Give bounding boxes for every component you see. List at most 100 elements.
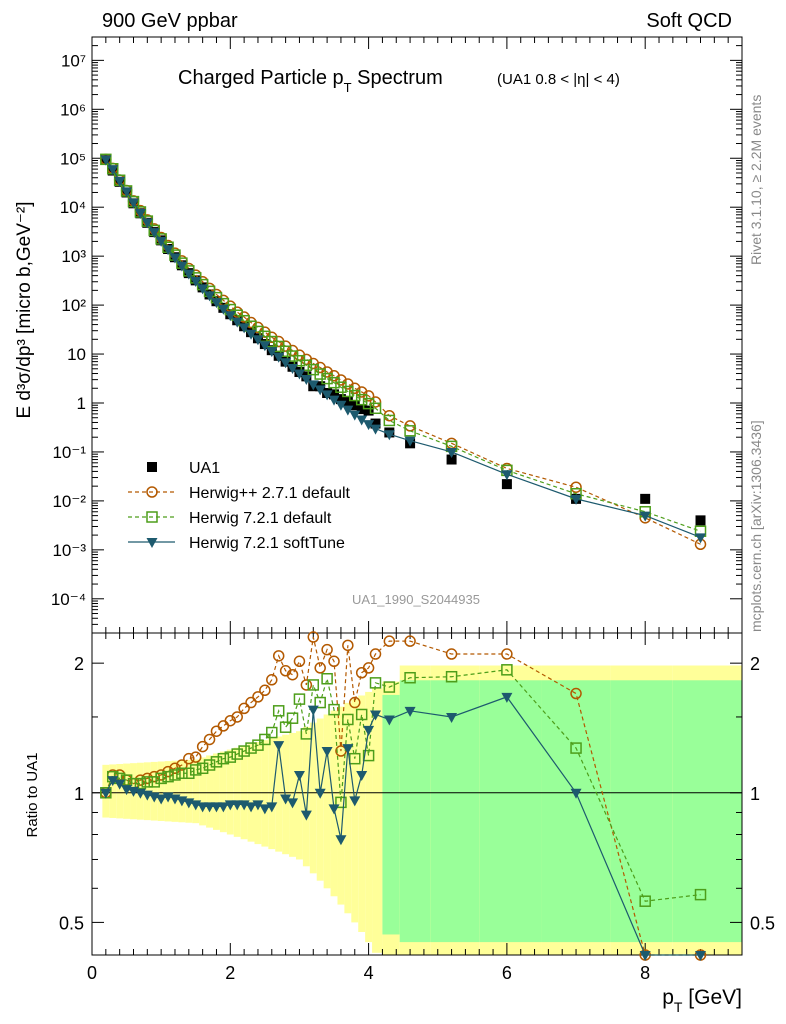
ratio-series-point: [279, 721, 292, 733]
x-tick-label: 4: [364, 963, 374, 983]
main-series-point: [356, 415, 368, 426]
ratio-series-point: [342, 713, 354, 726]
ratio-series-point: [342, 744, 354, 755]
main-series-point: [238, 323, 250, 334]
main-series-point: [335, 381, 347, 393]
ratio-series-point: [328, 655, 340, 668]
main-title-cut: (UA1 0.8 < |η| < 4): [497, 71, 620, 88]
ratio-series-point: [204, 802, 216, 813]
energy-label: 900 GeV ppbar: [102, 10, 238, 32]
ratio-band-total: [116, 763, 124, 819]
ratio-series-point: [342, 639, 354, 652]
main-title-subscript: T: [344, 80, 352, 95]
ratio-band-stat: [399, 680, 431, 943]
ratio-series-point: [404, 671, 416, 684]
ratio-series-point: [134, 777, 147, 790]
ratio-y-tick-label-right: 1: [750, 784, 760, 804]
ratio-series-point: [362, 662, 375, 674]
main-series-point: [446, 454, 457, 465]
ratio-band-stat: [672, 680, 742, 943]
ratio-series-point: [148, 776, 160, 788]
ratio-series-point: [245, 802, 257, 813]
main-series-point: [383, 414, 396, 427]
main-y-tick-label: 10³: [61, 247, 86, 266]
ratio-series-point: [287, 798, 299, 809]
ratio-series-point: [245, 696, 257, 709]
main-y-tick-label: 10⁻⁴: [51, 590, 86, 609]
x-axis-label-subscript: T: [674, 999, 683, 1015]
main-series-point: [695, 533, 707, 544]
ratio-y-tick-label: 2: [74, 654, 84, 674]
ratio-panel: Ratio to UA1 0.5 0.5 1 1 2 2 0 2 4 6 8 pT [GeV]: [24, 631, 775, 1015]
ratio-series-point: [286, 668, 299, 681]
ratio-series-point: [446, 712, 458, 723]
ratio-series-point: [217, 752, 230, 765]
main-y-ticks: 10⁻⁴ 10⁻³ 10⁻² 10⁻¹ 1 10 10² 10³ 10⁴ 10⁵ 10⁶ 10⁷: [51, 36, 742, 634]
ratio-series-point: [321, 643, 333, 656]
ratio-band-total: [309, 722, 317, 874]
ratio-series-point: [363, 725, 375, 736]
ratio-band-total: [164, 761, 172, 822]
ratio-band-total: [199, 757, 207, 826]
main-title: Charged Particle pT Spectrum: [178, 67, 443, 95]
legend: UA1 Herwig++ 2.7.1 default Herwig 7.2.1 de…: [128, 460, 351, 552]
ratio-uncertainty-bands: [102, 665, 742, 955]
ratio-series-point: [107, 776, 119, 787]
main-series-point: [100, 155, 112, 166]
main-series-point: [329, 389, 340, 400]
ratio-y-axis-label: Ratio to UA1: [24, 752, 41, 837]
ratio-series-point: [224, 714, 237, 727]
main-series-point: [349, 389, 361, 402]
main-y-axis-label: E d³σ/dp³ [micro b,GeV⁻²]: [14, 201, 35, 418]
ratio-band-total: [185, 759, 193, 823]
main-series-point: [446, 447, 458, 458]
ratio-series-point: [639, 895, 651, 907]
ratio-y-tick-label: 0.5: [59, 913, 84, 933]
main-series-point: [217, 304, 229, 315]
ratio-band-total: [316, 718, 324, 881]
ratio-series-point: [383, 715, 395, 726]
ratio-band-total: [233, 747, 241, 837]
ratio-series-point: [501, 664, 513, 676]
ratio-series-point: [196, 762, 209, 775]
main-series-point: [570, 494, 582, 505]
ratio-series-point: [176, 767, 188, 780]
ratio-series-point: [335, 745, 347, 757]
ratio-series-point: [203, 759, 216, 771]
main-series-point: [176, 261, 188, 272]
ratio-series-point: [238, 745, 250, 757]
main-series-point: [501, 470, 513, 481]
main-y-tick-label: 10⁻¹: [52, 443, 86, 462]
ratio-series-point: [445, 670, 458, 683]
ratio-band-total: [150, 761, 158, 821]
main-series-point: [363, 405, 374, 416]
ratio-series-point: [383, 635, 396, 647]
ratio-series-point: [321, 747, 333, 758]
ratio-series-point: [259, 733, 271, 746]
ratio-series-point: [189, 764, 202, 776]
ratio-series-point: [155, 772, 167, 785]
ratio-band-total: [157, 761, 165, 821]
main-series-point: [355, 393, 368, 406]
legend-label: Herwig++ 2.7.1 default: [189, 485, 351, 502]
ratio-y-tick-label: 1: [74, 784, 84, 804]
ratio-series-point: [176, 759, 188, 771]
ratio-series-point: [286, 712, 299, 724]
ratio-series-point: [280, 794, 292, 805]
main-series-point: [114, 176, 126, 187]
x-tick-label: 0: [87, 963, 97, 983]
main-series-point: [280, 358, 292, 369]
ratio-band-stat: [610, 680, 673, 943]
ratio-band-total: [261, 740, 269, 847]
ratio-series-point: [328, 804, 340, 815]
main-series-point: [342, 385, 354, 398]
ratio-series-point: [272, 650, 285, 662]
main-panel: Charged Particle pT Spectrum (UA1 0.8 < …: [14, 36, 743, 634]
ratio-series-point: [349, 696, 361, 709]
ratio-series-point: [369, 677, 382, 689]
ratio-series-point: [100, 788, 112, 799]
x-axis-label: pT [GeV]: [662, 986, 742, 1015]
ratio-y-ticks: 0.5 0.5 1 1 2 2: [59, 654, 775, 933]
main-series-point: [321, 372, 333, 385]
ratio-band-total: [337, 706, 345, 905]
